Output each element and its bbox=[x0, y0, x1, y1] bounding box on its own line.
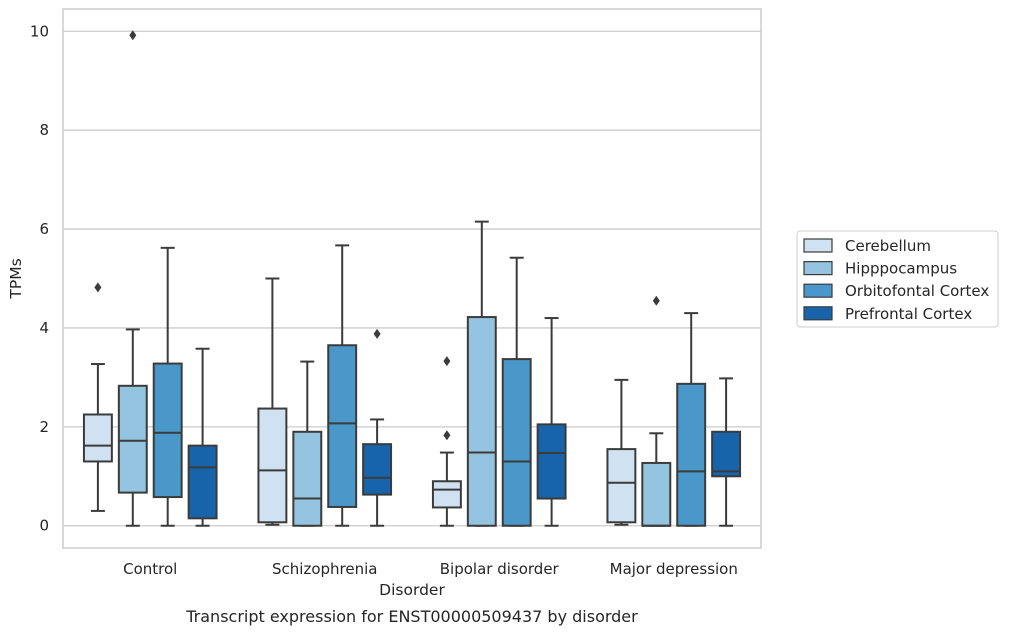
box-orbitofontal-cortex bbox=[676, 312, 707, 527]
box-prefrontal-cortex bbox=[187, 347, 218, 527]
box-body bbox=[117, 384, 148, 494]
box-cerebellum bbox=[606, 378, 637, 526]
box-cerebellum bbox=[431, 356, 462, 527]
legend-label: Orbitofontal Cortex bbox=[845, 282, 989, 300]
box-body bbox=[676, 382, 707, 527]
x-axis-label: Disorder bbox=[379, 581, 445, 599]
box-body bbox=[466, 316, 497, 527]
outlier-point bbox=[129, 30, 137, 41]
y-tick-label: 4 bbox=[39, 319, 49, 337]
box-body bbox=[536, 423, 567, 500]
box-body bbox=[641, 461, 672, 527]
y-tick-label: 8 bbox=[39, 121, 49, 139]
box-hipppocampus bbox=[641, 295, 672, 527]
box-prefrontal-cortex bbox=[362, 328, 393, 527]
y-tick-label: 6 bbox=[39, 220, 49, 238]
box-body bbox=[431, 480, 462, 509]
y-tick-label: 2 bbox=[39, 418, 49, 436]
box-hipppocampus bbox=[292, 360, 323, 527]
outlier-point bbox=[373, 328, 381, 339]
box-body bbox=[292, 430, 323, 527]
x-tick-labels: Control Schizophrenia Bipolar disorder Majo… bbox=[123, 560, 738, 578]
legend-label: Prefrontal Cortex bbox=[845, 305, 972, 323]
box-body bbox=[327, 344, 358, 508]
y-tick-label: 10 bbox=[30, 22, 49, 40]
legend-swatch bbox=[803, 283, 833, 298]
outlier-point bbox=[94, 282, 102, 293]
box-body bbox=[501, 358, 532, 527]
box-prefrontal-cortex bbox=[536, 317, 567, 527]
y-axis-label: TPMs bbox=[7, 258, 25, 299]
box-body bbox=[257, 407, 288, 524]
box-body bbox=[606, 448, 637, 524]
legend: Cerebellum Hipppocampus Orbitofontal Corte… bbox=[796, 230, 999, 328]
box-hipppocampus bbox=[117, 30, 148, 527]
x-tick-label: Schizophrenia bbox=[272, 560, 377, 578]
x-tick-label: Control bbox=[123, 560, 177, 578]
legend-label: Hipppocampus bbox=[845, 260, 957, 278]
outlier-point bbox=[652, 295, 660, 306]
box-cerebellum bbox=[257, 277, 288, 526]
outlier-point bbox=[443, 430, 451, 441]
plot-frame bbox=[62, 8, 762, 549]
box-prefrontal-cortex bbox=[711, 377, 742, 527]
box-orbitofontal-cortex bbox=[327, 244, 358, 527]
outlier-point bbox=[443, 356, 451, 367]
box-body bbox=[711, 430, 742, 478]
box-body bbox=[362, 443, 393, 496]
box-series bbox=[82, 30, 742, 527]
box-body bbox=[152, 362, 183, 499]
box-cerebellum bbox=[82, 282, 113, 512]
box-orbitofontal-cortex bbox=[152, 246, 183, 527]
box-body bbox=[187, 444, 218, 520]
box-body bbox=[82, 413, 113, 463]
legend-frame bbox=[796, 230, 999, 328]
x-tick-label: Major depression bbox=[610, 560, 738, 578]
legend-label: Cerebellum bbox=[845, 237, 931, 255]
y-tick-labels: 0 2 4 6 8 10 bbox=[30, 22, 49, 534]
legend-swatch bbox=[803, 238, 833, 253]
box-orbitofontal-cortex bbox=[501, 256, 532, 527]
y-tick-label: 0 bbox=[39, 517, 49, 535]
legend-swatch bbox=[803, 261, 833, 276]
chart-caption: Transcript expression for ENST0000050943… bbox=[185, 607, 638, 626]
legend-swatch bbox=[803, 306, 833, 321]
box-hipppocampus bbox=[466, 220, 497, 527]
x-tick-label: Bipolar disorder bbox=[440, 560, 560, 578]
